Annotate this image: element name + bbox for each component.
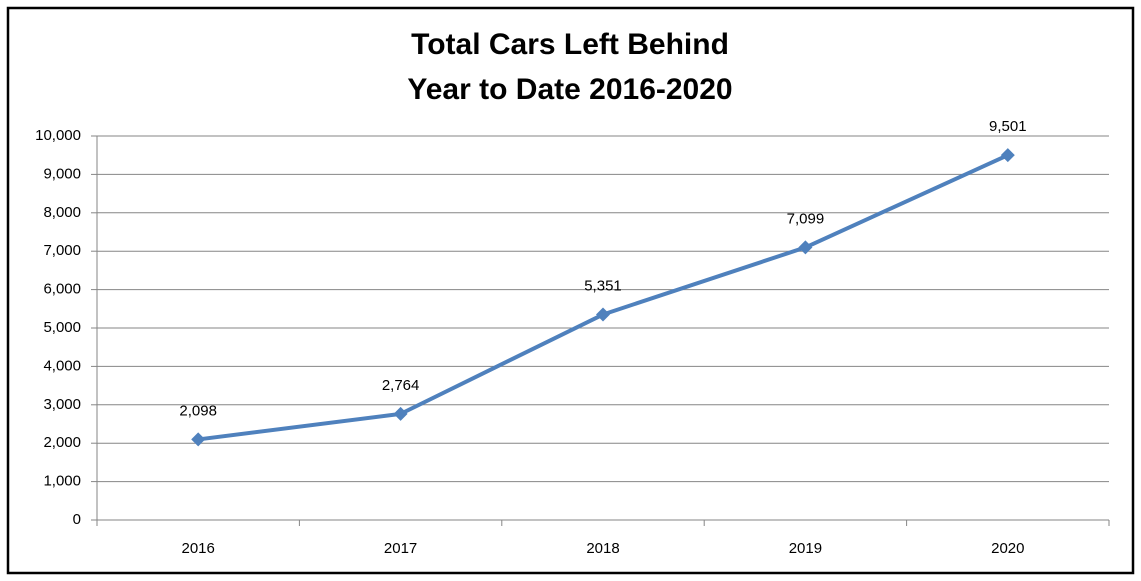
y-tick-label: 2,000 (43, 434, 81, 451)
x-tick-label: 2018 (586, 540, 619, 557)
y-tick-label: 9,000 (43, 165, 81, 182)
y-tick-label: 3,000 (43, 396, 81, 413)
marker (1000, 148, 1015, 163)
chart-title: Total Cars Left Behind (411, 28, 729, 61)
x-tick-label: 2020 (991, 540, 1024, 557)
y-tick-label: 7,000 (43, 242, 81, 259)
chart-subtitle: Year to Date 2016-2020 (407, 73, 732, 106)
data-label: 5,351 (584, 277, 622, 294)
data-label: 9,501 (989, 118, 1027, 135)
marker (596, 307, 610, 322)
marker (798, 240, 813, 255)
y-tick-label: 4,000 (43, 357, 81, 374)
y-tick-label: 0 (73, 511, 81, 528)
chart-border (6, 6, 1135, 575)
y-tick-label: 6,000 (43, 281, 81, 298)
marker (191, 432, 206, 447)
x-tick-label: 2019 (789, 540, 822, 557)
data-label: 2,098 (179, 402, 217, 419)
data-label: 2,764 (382, 377, 420, 394)
y-tick-label: 1,000 (43, 473, 81, 490)
y-tick-label: 5,000 (43, 319, 81, 336)
x-tick-label: 2016 (182, 540, 215, 557)
marker (393, 406, 408, 421)
y-tick-label: 8,000 (43, 204, 81, 221)
x-tick-label: 2017 (384, 540, 417, 557)
y-tick-label: 10,000 (35, 127, 81, 144)
data-label: 7,099 (787, 210, 825, 227)
